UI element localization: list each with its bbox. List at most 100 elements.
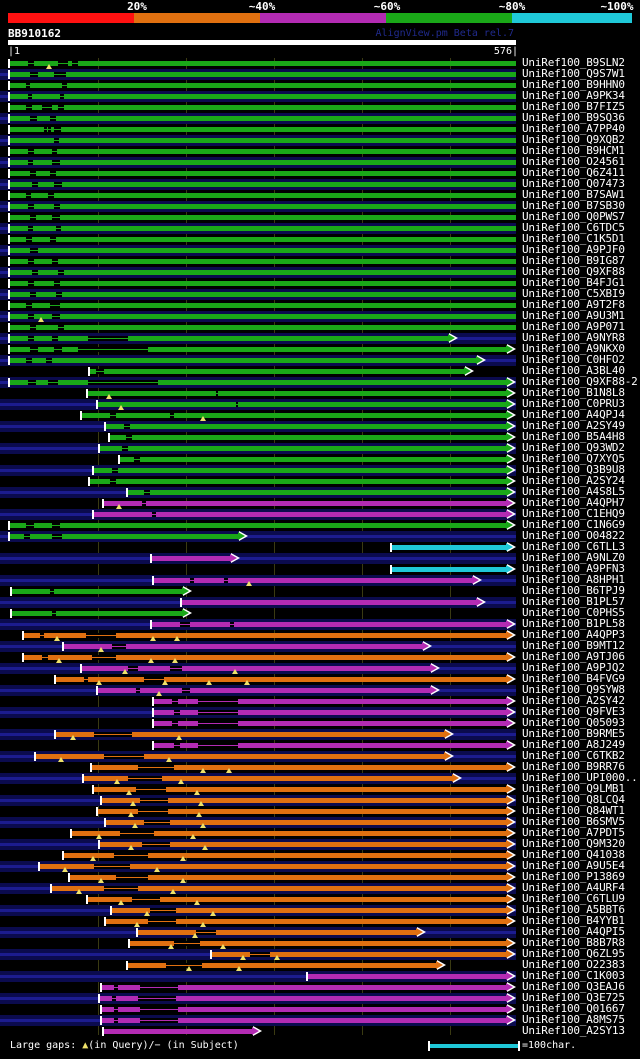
hit-label[interactable]: UniRef100_Q9XQB2 (522, 133, 625, 146)
alignment-row[interactable]: UniRef100_C1K5D1 (0, 233, 640, 245)
alignment-row[interactable]: UniRef100_B4FJG1 (0, 277, 640, 289)
alignment-row[interactable]: UniRef100_B9HHN0 (0, 78, 640, 91)
hit-label[interactable]: UniRef100_A8J249 (522, 738, 625, 751)
hit-label[interactable]: UniRef100_B9HHN0 (522, 78, 625, 91)
hit-label[interactable]: UniRef100_A9NKX0 (522, 342, 625, 355)
hit-label[interactable]: UniRef100_A9U5E4 (522, 859, 625, 872)
hit-label[interactable]: UniRef100_A4QPI5 (522, 925, 625, 938)
hit-label[interactable]: UniRef100_B8B7R8 (522, 936, 625, 949)
hit-label[interactable]: UniRef100_Q9XF88-2 (522, 375, 638, 388)
hit-label[interactable]: UniRef100_UPI000.. (522, 771, 638, 784)
hit-label[interactable]: UniRef100_A9TJ06 (522, 650, 625, 663)
hit-label[interactable]: UniRef100_B6SMV5 (522, 815, 625, 828)
hit-label[interactable]: UniRef100_A7PP40 (522, 122, 625, 135)
alignment-row[interactable]: UniRef100_O24561 (0, 155, 640, 168)
alignment-row[interactable]: UniRef100_Q3B9U8 (0, 463, 640, 476)
alignment-row[interactable]: UniRef100_Q3E725 (0, 991, 640, 1004)
alignment-row[interactable]: UniRef100_Q84WT1 (0, 805, 640, 817)
hit-label[interactable]: UniRef100_Q3B9U8 (522, 463, 625, 476)
hit-label[interactable]: UniRef100_A2SY49 (522, 419, 625, 432)
alignment-row[interactable]: UniRef100_C1K003 (0, 969, 640, 982)
alignment-row[interactable]: UniRef100_Q05093 (0, 717, 640, 729)
alignment-row[interactable]: UniRef100_C1EHQ9 (0, 508, 640, 520)
hit-label[interactable]: UniRef100_A4QPP3 (522, 628, 625, 641)
hit-label[interactable]: UniRef100_B9RME5 (522, 727, 625, 740)
hit-label[interactable]: UniRef100_A2SY13 (522, 1024, 625, 1037)
hit-label[interactable]: UniRef100_C1K003 (522, 969, 625, 982)
alignment-row[interactable]: UniRef100_C6TKB2 (0, 750, 640, 762)
hit-label[interactable]: UniRef100_B7FIZ5 (522, 100, 625, 113)
alignment-row[interactable]: UniRef100_B9IG87 (0, 255, 640, 267)
alignment-row[interactable]: UniRef100_A2SY42 (0, 695, 640, 707)
hit-label[interactable]: UniRef100_Q3E725 (522, 991, 625, 1004)
hit-label[interactable]: UniRef100_A4URF4 (522, 881, 625, 894)
alignment-row[interactable]: UniRef100_A4S8L5 (0, 486, 640, 498)
hit-label[interactable]: UniRef100_Q6Z411 (522, 166, 625, 179)
hit-label[interactable]: UniRef100_A9P071 (522, 320, 625, 333)
alignment-row[interactable]: UniRef100_B7SAW1 (0, 189, 640, 201)
hit-label[interactable]: UniRef100_C6TLL3 (522, 540, 625, 553)
alignment-row[interactable]: UniRef100_B9SLN2 (0, 57, 640, 69)
alignment-row[interactable]: UniRef100_A3BL40 (0, 364, 640, 377)
hit-label[interactable]: UniRef100_A9PK34 (522, 89, 625, 102)
hit-label[interactable]: UniRef100_B1PL57 (522, 595, 625, 608)
alignment-row[interactable]: UniRef100_B4FVG9 (0, 672, 640, 685)
hit-label[interactable]: UniRef100_A3BL40 (522, 364, 625, 377)
hit-label[interactable]: UniRef100_A9PJQ2 (522, 661, 625, 674)
alignment-row[interactable]: UniRef100_A9T2F8 (0, 299, 640, 311)
alignment-row[interactable]: UniRef100_Q9M320 (0, 838, 640, 850)
hit-label[interactable]: UniRef100_Q9LMB1 (522, 782, 625, 795)
alignment-row[interactable]: UniRef100_B8B7R8 (0, 936, 640, 949)
alignment-row[interactable]: UniRef100_B9HCM1 (0, 145, 640, 157)
alignment-row[interactable]: UniRef100_B7FIZ5 (0, 100, 640, 113)
alignment-row[interactable]: UniRef100_A8J249 (0, 738, 640, 751)
hit-label[interactable]: UniRef100_Q7XYQ5 (522, 452, 625, 465)
alignment-row[interactable]: UniRef100_A4QPH7 (0, 497, 640, 509)
hit-label[interactable]: UniRef100_Q8LCQ4 (522, 793, 625, 806)
hit-label[interactable]: UniRef100_O04822 (522, 529, 625, 542)
alignment-row[interactable]: UniRef100_A8HPH1 (0, 574, 640, 586)
alignment-row[interactable]: UniRef100_B9MT12 (0, 640, 640, 652)
hit-label[interactable]: UniRef100_O24561 (522, 155, 625, 168)
alignment-row[interactable]: UniRef100_A9U3M1 (0, 310, 640, 322)
alignment-row[interactable]: UniRef100_B7SB30 (0, 200, 640, 212)
alignment-row[interactable]: UniRef100_C1N6G9 (0, 519, 640, 531)
hit-label[interactable]: UniRef100_B1N8L8 (522, 386, 625, 399)
hit-label[interactable]: UniRef100_Q9SYW8 (522, 683, 625, 696)
alignment-row[interactable]: UniRef100_A7PDT5 (0, 826, 640, 839)
hit-label[interactable]: UniRef100_Q41038 (522, 848, 625, 861)
alignment-row[interactable]: UniRef100_A9NYR8 (0, 332, 640, 344)
alignment-row[interactable]: UniRef100_Q9XF88-2 (0, 375, 640, 388)
hit-label[interactable]: UniRef100_A8MS75 (522, 1013, 625, 1026)
alignment-row[interactable]: UniRef100_B9RME5 (0, 727, 640, 740)
alignment-row[interactable]: UniRef100_P13869 (0, 871, 640, 883)
alignment-row[interactable]: UniRef100_A9TJ06 (0, 650, 640, 663)
alignment-row[interactable]: UniRef100_C0PHS5 (0, 606, 640, 619)
hit-label[interactable]: UniRef100_Q9FVE3 (522, 705, 625, 718)
alignment-row[interactable]: UniRef100_O04822 (0, 529, 640, 542)
alignment-row[interactable]: UniRef100_Q9S7W1 (0, 67, 640, 80)
hit-label[interactable]: UniRef100_C0PHS5 (522, 606, 625, 619)
hit-label[interactable]: UniRef100_A2SY24 (522, 474, 625, 487)
alignment-row[interactable]: UniRef100_A2SY49 (0, 419, 640, 432)
hit-label[interactable]: UniRef100_Q9S7W1 (522, 67, 625, 80)
alignment-row[interactable]: UniRef100_Q8LCQ4 (0, 793, 640, 806)
alignment-row[interactable]: UniRef100_B9RR76 (0, 761, 640, 773)
hit-label[interactable]: UniRef100_B4FVG9 (522, 672, 625, 685)
alignment-row[interactable]: UniRef100_Q6ZL95 (0, 948, 640, 960)
alignment-row[interactable]: UniRef100_Q6Z411 (0, 166, 640, 179)
alignment-row[interactable]: UniRef100_A4QPI5 (0, 925, 640, 938)
hit-label[interactable]: UniRef100_Q9XF88 (522, 265, 625, 278)
alignment-row[interactable]: UniRef100_A9NKX0 (0, 342, 640, 355)
hit-label[interactable]: UniRef100_B6TPJ9 (522, 584, 625, 597)
hit-label[interactable]: UniRef100_B1PL58 (522, 617, 625, 630)
alignment-row[interactable]: UniRef100_B1PL57 (0, 595, 640, 608)
hit-label[interactable]: UniRef100_A9PJF0 (522, 243, 625, 256)
alignment-row[interactable]: UniRef100_Q0PWS7 (0, 211, 640, 223)
hit-label[interactable]: UniRef100_C6TLU9 (522, 892, 625, 905)
hit-label[interactable]: UniRef100_A7PDT5 (522, 826, 625, 839)
alignment-row[interactable]: UniRef100_B1PL58 (0, 617, 640, 630)
alignment-row[interactable]: UniRef100_A9U5E4 (0, 859, 640, 872)
alignment-row[interactable]: UniRef100_A8MS75 (0, 1013, 640, 1026)
alignment-row[interactable]: UniRef100_Q9FVE3 (0, 705, 640, 718)
